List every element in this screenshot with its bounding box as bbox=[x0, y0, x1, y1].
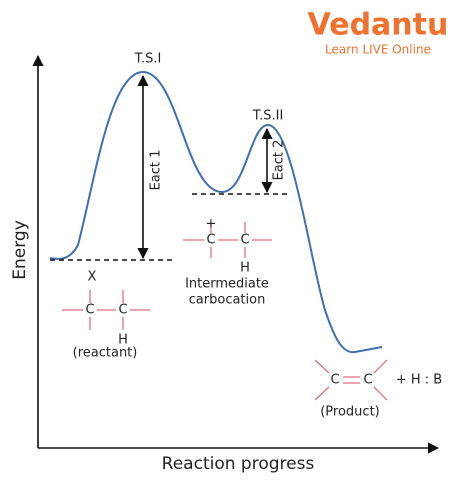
intermediate-atom: C bbox=[206, 233, 215, 248]
energy-curve bbox=[49, 70, 383, 354]
ts2-label: T.S.II bbox=[252, 109, 284, 124]
product-label: (Product) bbox=[320, 405, 380, 420]
reactant-atom: C bbox=[118, 303, 127, 318]
reactant-h: H bbox=[118, 333, 128, 348]
eact1-label: Eact 1 bbox=[149, 150, 164, 191]
x-axis-label: Reaction progress bbox=[162, 454, 315, 474]
product-structure bbox=[314, 359, 388, 401]
ts1-label: T.S.I bbox=[134, 52, 162, 67]
logo-tagline: Learn LIVE Online bbox=[325, 43, 431, 57]
logo-name: Vedantu bbox=[308, 8, 449, 43]
product-atom: C bbox=[330, 373, 339, 388]
byproduct: + H : B bbox=[396, 373, 442, 388]
y-axis-label: Energy bbox=[10, 220, 30, 280]
intermediate-charge: + bbox=[206, 217, 217, 232]
reactant-atom: C bbox=[85, 303, 94, 318]
intermediate-h: H bbox=[240, 261, 250, 276]
product-atom: C bbox=[363, 373, 372, 388]
reactant-label: (reactant) bbox=[73, 346, 138, 361]
intermediate-label: carbocation bbox=[189, 293, 266, 308]
intermediate-atom: C bbox=[240, 233, 249, 248]
reactant-structure bbox=[62, 290, 150, 330]
intermediate-structure bbox=[183, 222, 272, 258]
intermediate-label: Intermediate bbox=[185, 277, 269, 292]
eact2-label: Eact 2 bbox=[272, 140, 287, 181]
reactant-x: X bbox=[88, 270, 97, 285]
